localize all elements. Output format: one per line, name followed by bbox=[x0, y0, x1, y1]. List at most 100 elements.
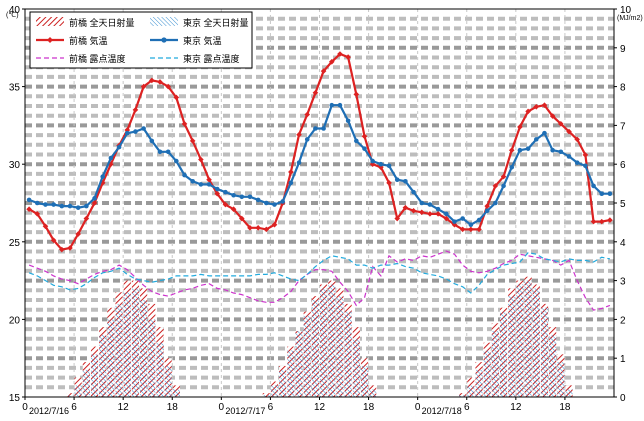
tokyo-temperature-point bbox=[476, 217, 482, 223]
left-axis-tick-label: 30 bbox=[9, 160, 21, 171]
tokyo-temperature-point bbox=[84, 203, 89, 209]
maebashi-temperature-point bbox=[230, 206, 237, 213]
right-axis-tick-label: 6 bbox=[620, 160, 626, 171]
tokyo-temperature-point bbox=[67, 203, 73, 209]
tokyo-radiation-bar bbox=[287, 350, 295, 397]
x-axis-date-label: 2012/7/17 bbox=[225, 406, 265, 416]
tokyo-radiation-bar bbox=[115, 303, 123, 397]
tokyo-radiation-bar bbox=[508, 296, 516, 397]
maebashi-temperature-point bbox=[337, 51, 343, 57]
tokyo-temperature-point bbox=[231, 192, 236, 198]
tokyo-temperature-point bbox=[599, 191, 605, 196]
maebashi-temperature-point bbox=[607, 217, 613, 223]
maebashi-temperature-point bbox=[198, 156, 204, 163]
maebashi-temperature-point bbox=[99, 180, 106, 186]
tokyo-radiation-bar bbox=[491, 331, 499, 397]
tokyo-temperature-point bbox=[484, 208, 490, 214]
tokyo-radiation-bar bbox=[148, 319, 156, 397]
tokyo-temperature-point bbox=[403, 178, 408, 184]
tokyo-temperature-point bbox=[34, 200, 40, 206]
tokyo-temperature-point bbox=[525, 146, 531, 151]
tokyo-radiation-bar bbox=[499, 311, 508, 397]
maebashi-temperature-point bbox=[361, 133, 368, 140]
legend-label: 前橋 露点温度 bbox=[69, 53, 126, 64]
tokyo-radiation-bar bbox=[336, 296, 344, 397]
tokyo-temperature-line bbox=[28, 104, 610, 227]
tokyo-temperature-point bbox=[247, 194, 253, 200]
x-axis-tick-label: 18 bbox=[363, 402, 375, 413]
tokyo-temperature-point bbox=[264, 200, 269, 206]
tokyo-temperature-point bbox=[223, 189, 228, 195]
tokyo-radiation-bar bbox=[279, 369, 287, 397]
tokyo-temperature-point bbox=[354, 138, 359, 144]
tokyo-temperature-point bbox=[239, 194, 245, 200]
tokyo-radiation-bar bbox=[262, 395, 270, 397]
maebashi-dewpoint-line bbox=[28, 250, 611, 311]
tokyo-temperature-point bbox=[165, 149, 171, 155]
right-axis-tick-label: 4 bbox=[620, 238, 626, 249]
left-axis-tick-label: 40 bbox=[9, 5, 21, 16]
maebashi-temperature-point bbox=[214, 190, 221, 197]
x-axis-date-label: 2012/7/16 bbox=[29, 406, 69, 416]
tokyo-radiation-bar bbox=[74, 385, 82, 397]
tokyo-radiation-bar bbox=[360, 365, 369, 397]
legend-label: 東京 露点温度 bbox=[183, 53, 240, 64]
maebashi-temperature-point bbox=[492, 183, 499, 189]
right-axis-tick-label: 10 bbox=[620, 5, 632, 16]
maebashi-temperature-point bbox=[500, 173, 507, 180]
tokyo-temperature-point bbox=[26, 197, 32, 203]
maebashi-temperature-point bbox=[312, 90, 319, 96]
left-axis-unit: (℃) bbox=[6, 12, 19, 19]
maebashi-temperature-point bbox=[598, 218, 605, 225]
maebashi-temperature-point bbox=[410, 207, 417, 214]
tokyo-radiation-bar bbox=[311, 300, 319, 397]
maebashi-temperature-point bbox=[181, 121, 188, 127]
tokyo-dewpoint-line bbox=[28, 252, 611, 294]
maebashi-temperature-point bbox=[484, 203, 491, 209]
maebashi-temperature-point bbox=[435, 211, 441, 217]
tokyo-radiation-bar bbox=[369, 389, 377, 397]
legend-label: 東京 気温 bbox=[183, 35, 222, 46]
tokyo-radiation-bar bbox=[549, 334, 557, 397]
maebashi-temperature-point bbox=[418, 209, 425, 216]
tokyo-temperature-point bbox=[321, 126, 326, 131]
tokyo-temperature-point bbox=[149, 138, 155, 144]
tokyo-radiation-bar bbox=[557, 362, 565, 397]
maebashi-temperature-point bbox=[67, 245, 73, 251]
x-axis-tick-label: 0 bbox=[22, 402, 28, 413]
right-axis-tick-label: 3 bbox=[620, 277, 626, 288]
legend-label: 前橋 気温 bbox=[69, 35, 108, 46]
right-axis-tick-label: 9 bbox=[620, 44, 626, 55]
maebashi-temperature-point bbox=[320, 68, 327, 74]
tokyo-temperature-point bbox=[607, 191, 613, 196]
maebashi-temperature-point bbox=[386, 180, 392, 186]
maebashi-temperature-point bbox=[296, 131, 302, 138]
tokyo-temperature-point bbox=[337, 102, 343, 108]
maebashi-temperature-point bbox=[541, 102, 548, 109]
maebashi-temperature-point bbox=[34, 211, 41, 217]
maebashi-temperature-point bbox=[206, 176, 212, 183]
tokyo-temperature-point bbox=[100, 174, 106, 179]
maebashi-temperature-point bbox=[271, 221, 278, 228]
maebashi-temperature-point bbox=[42, 223, 49, 230]
tokyo-temperature-point bbox=[501, 183, 506, 189]
legend-box bbox=[29, 11, 253, 69]
tokyo-temperature-point bbox=[206, 182, 212, 187]
right-axis-tick-label: 1 bbox=[620, 354, 626, 365]
tokyo-temperature-point bbox=[419, 200, 425, 206]
left-axis-tick-label: 25 bbox=[9, 238, 21, 249]
tokyo-radiation-bar bbox=[66, 395, 74, 397]
tokyo-temperature-point bbox=[533, 137, 539, 142]
tokyo-radiation-bar bbox=[131, 288, 140, 397]
tokyo-temperature-point bbox=[452, 219, 457, 224]
right-axis-tick-label: 2 bbox=[620, 315, 626, 326]
tokyo-radiation-bar bbox=[156, 342, 164, 397]
maebashi-temperature-point bbox=[247, 225, 253, 231]
maebashi-temperature-point bbox=[222, 201, 229, 208]
x-axis-tick-label: 6 bbox=[268, 402, 274, 413]
x-axis-tick-label: 12 bbox=[314, 402, 326, 413]
maebashi-temperature-point bbox=[517, 124, 523, 130]
tokyo-radiation-bar bbox=[82, 369, 90, 397]
